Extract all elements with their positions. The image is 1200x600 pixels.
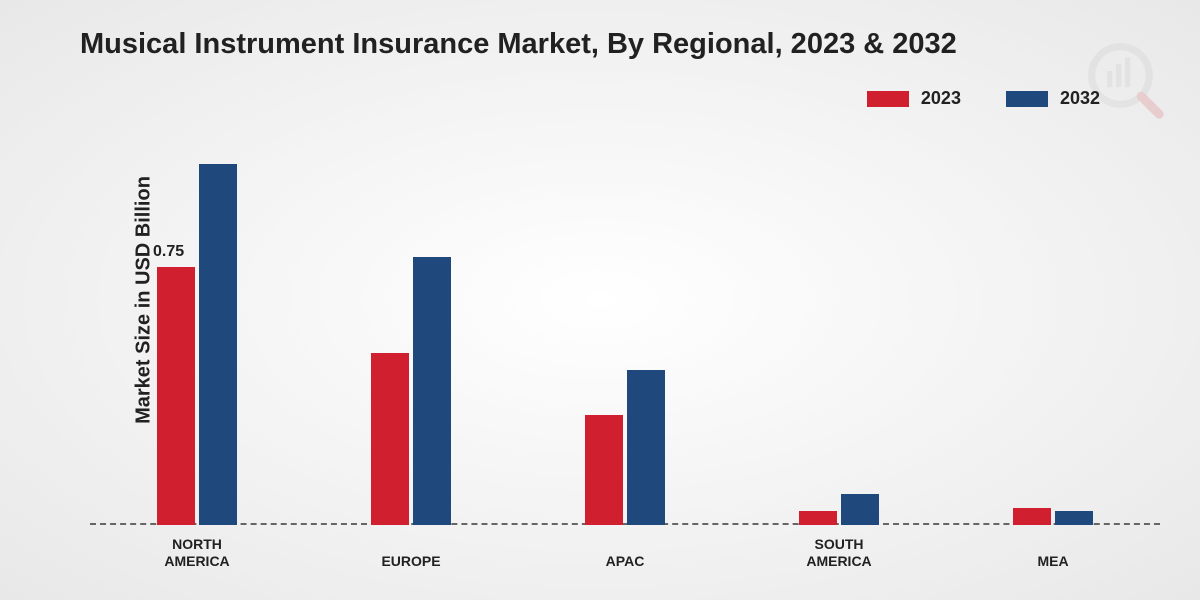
bar <box>1013 508 1051 525</box>
bar <box>799 511 837 525</box>
legend-label-2023: 2023 <box>921 88 961 109</box>
x-axis-label: EUROPE <box>351 553 471 570</box>
bar <box>585 415 623 525</box>
bar <box>627 370 665 525</box>
x-axis-label: SOUTH AMERICA <box>779 536 899 570</box>
bar <box>841 494 879 525</box>
bar-value-label: 0.75 <box>153 243 184 261</box>
legend-swatch-2032 <box>1006 91 1048 107</box>
x-axis-label: APAC <box>565 553 685 570</box>
chart-area: 0.75NORTH AMERICA EUROPE APAC SOUTH AMERICA… <box>90 130 1160 525</box>
legend-item-2023: 2023 <box>867 88 961 109</box>
bar <box>371 353 409 525</box>
bar-group: 0.75NORTH AMERICA <box>157 164 237 525</box>
bar <box>157 267 195 525</box>
legend-swatch-2023 <box>867 91 909 107</box>
bar-group: EUROPE <box>371 257 451 525</box>
bar-group: SOUTH AMERICA <box>799 494 879 525</box>
bar <box>413 257 451 525</box>
bar-group: APAC <box>585 370 665 525</box>
bar <box>1055 511 1093 525</box>
x-axis-label: NORTH AMERICA <box>137 536 257 570</box>
bar <box>199 164 237 525</box>
legend-item-2032: 2032 <box>1006 88 1100 109</box>
legend: 2023 2032 <box>867 88 1100 109</box>
bar-group: MEA <box>1013 508 1093 525</box>
watermark-logo <box>1080 35 1170 125</box>
chart-title: Musical Instrument Insurance Market, By … <box>80 28 957 61</box>
legend-label-2032: 2032 <box>1060 88 1100 109</box>
x-axis-label: MEA <box>993 553 1113 570</box>
